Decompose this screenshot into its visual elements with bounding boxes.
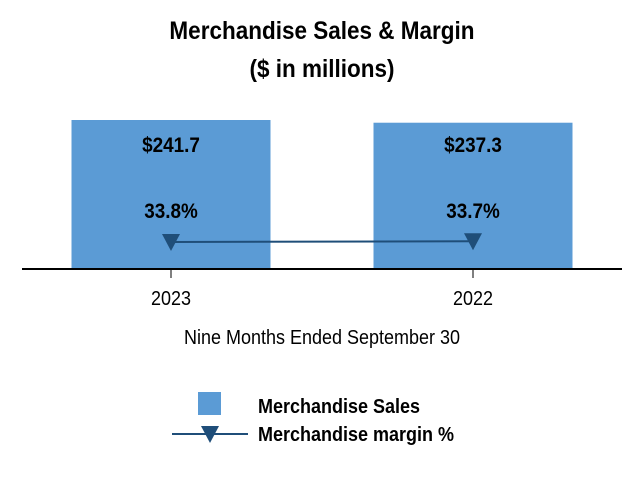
margin-value-label-2022: 33.7% bbox=[446, 200, 500, 223]
margin-point-2022 bbox=[464, 233, 482, 251]
legend-marker-margin bbox=[201, 426, 219, 443]
chart-title: Merchandise Sales & Margin bbox=[169, 17, 475, 45]
bar-value-label-2023: $241.7 bbox=[142, 134, 200, 157]
chart-subtitle: ($ in millions) bbox=[249, 55, 395, 83]
bar-value-label-2022: $237.3 bbox=[444, 134, 502, 157]
margin-point-2023 bbox=[162, 234, 180, 251]
margin-value-label-2023: 33.8% bbox=[144, 200, 198, 223]
x-tick-label-2022: 2022 bbox=[453, 288, 493, 310]
x-tick-label-2023: 2023 bbox=[151, 288, 191, 310]
legend: Merchandise Sales Merchandise margin % bbox=[172, 392, 454, 446]
margin-line bbox=[170, 240, 474, 243]
legend-label-sales: Merchandise Sales bbox=[258, 396, 420, 418]
x-axis-label: Nine Months Ended September 30 bbox=[184, 327, 460, 349]
legend-label-margin: Merchandise margin % bbox=[258, 424, 454, 446]
legend-swatch-sales bbox=[198, 392, 221, 415]
